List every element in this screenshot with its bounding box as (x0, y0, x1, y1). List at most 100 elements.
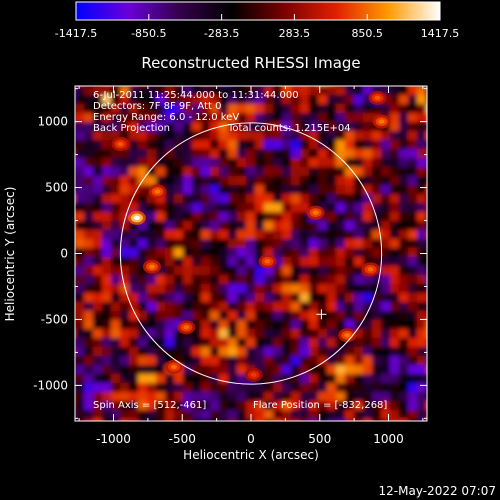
heatmap-cell (390, 365, 400, 375)
heatmap-cell (435, 374, 445, 384)
heatmap-cell (210, 158, 220, 168)
heatmap-cell (408, 401, 418, 411)
heatmap-cell (417, 392, 427, 402)
heatmap-cell (372, 329, 382, 339)
heatmap-cell (237, 329, 247, 339)
heatmap-cell (219, 203, 229, 213)
x-tick-label: 1000 (373, 432, 404, 446)
heatmap-cell (291, 176, 301, 186)
heatmap-cell (210, 122, 220, 132)
heatmap-cell (417, 275, 427, 285)
heatmap-cell (408, 149, 418, 159)
heatmap-cell (138, 158, 148, 168)
heatmap-cell (192, 158, 202, 168)
heatmap-cell (282, 194, 292, 204)
heatmap-cell (102, 302, 112, 312)
heatmap-cell (273, 266, 283, 276)
heatmap-cell (417, 104, 427, 114)
heatmap-cell (111, 131, 121, 141)
heatmap-cell (291, 347, 301, 357)
heatmap-cell (318, 158, 328, 168)
heatmap-cell (228, 329, 238, 339)
heatmap-cell (336, 185, 346, 195)
heatmap-texture (75, 86, 445, 438)
heatmap-cell (336, 221, 346, 231)
heatmap-cell (210, 320, 220, 330)
heatmap-cell (435, 176, 445, 186)
heatmap-cell (210, 302, 220, 312)
heatmap-cell (336, 302, 346, 312)
heatmap-cell (102, 383, 112, 393)
heatmap-cell (282, 104, 292, 114)
heatmap-cell (282, 329, 292, 339)
heatmap-cell (381, 185, 391, 195)
heatmap-cell (291, 428, 301, 438)
heatmap-cell (435, 410, 445, 420)
heatmap-cell (309, 383, 319, 393)
heatmap-cell (75, 329, 85, 339)
heatmap-cell (327, 167, 337, 177)
heatmap-cell (102, 113, 112, 123)
heatmap-cell (246, 95, 256, 105)
heatmap-cell (417, 167, 427, 177)
heatmap-cell (210, 257, 220, 267)
heatmap-cell (264, 212, 274, 222)
heatmap-cell (228, 320, 238, 330)
heatmap-cell (246, 158, 256, 168)
heatmap-cell (282, 338, 292, 348)
heatmap-cell (381, 239, 391, 249)
heatmap-cell (183, 266, 193, 276)
heatmap-cell (309, 176, 319, 186)
heatmap-cell (183, 311, 193, 321)
heatmap-cell (327, 95, 337, 105)
heatmap-cell (228, 149, 238, 159)
heatmap-cell (282, 239, 292, 249)
heatmap-cell (318, 203, 328, 213)
heatmap-cell (156, 158, 166, 168)
heatmap-cell (435, 293, 445, 303)
heatmap-cell (111, 194, 121, 204)
heatmap-cell (93, 239, 103, 249)
heatmap-cell (120, 158, 130, 168)
heatmap-cell (336, 365, 346, 375)
heatmap-cell (156, 320, 166, 330)
heatmap-cell (336, 347, 346, 357)
heatmap-cell (156, 410, 166, 420)
heatmap-cell (84, 104, 94, 114)
heatmap-cell (210, 176, 220, 186)
heatmap-cell (336, 131, 346, 141)
heatmap-cell (390, 383, 400, 393)
heatmap-cell (147, 203, 157, 213)
heatmap-cell (75, 167, 85, 177)
heatmap-cell (228, 347, 238, 357)
heatmap-cell (174, 95, 184, 105)
heatmap-cell (381, 347, 391, 357)
heatmap-cell (192, 167, 202, 177)
heatmap-cell (291, 194, 301, 204)
heatmap-cell (201, 293, 211, 303)
heatmap-cell (327, 221, 337, 231)
heatmap-cell (282, 122, 292, 132)
heatmap-cell (246, 230, 256, 240)
heatmap-cell (120, 401, 130, 411)
heatmap-cell (147, 239, 157, 249)
heatmap-cell (138, 167, 148, 177)
heatmap-cell (417, 410, 427, 420)
heatmap-cell (318, 149, 328, 159)
heatmap-cell (174, 383, 184, 393)
heatmap-cell (363, 167, 373, 177)
heatmap-cell (408, 203, 418, 213)
heatmap-cell (273, 428, 283, 438)
heatmap-cell (192, 176, 202, 186)
heatmap-cell (390, 212, 400, 222)
heatmap-cell (336, 410, 346, 420)
heatmap-cell (156, 356, 166, 366)
heatmap-cell (264, 158, 274, 168)
heatmap-cell (399, 374, 409, 384)
heatmap-cell (219, 293, 229, 303)
heatmap-cell (93, 158, 103, 168)
heatmap-cell (183, 167, 193, 177)
heatmap-cell (120, 203, 130, 213)
heatmap-cell (210, 275, 220, 285)
heatmap-cell (399, 158, 409, 168)
